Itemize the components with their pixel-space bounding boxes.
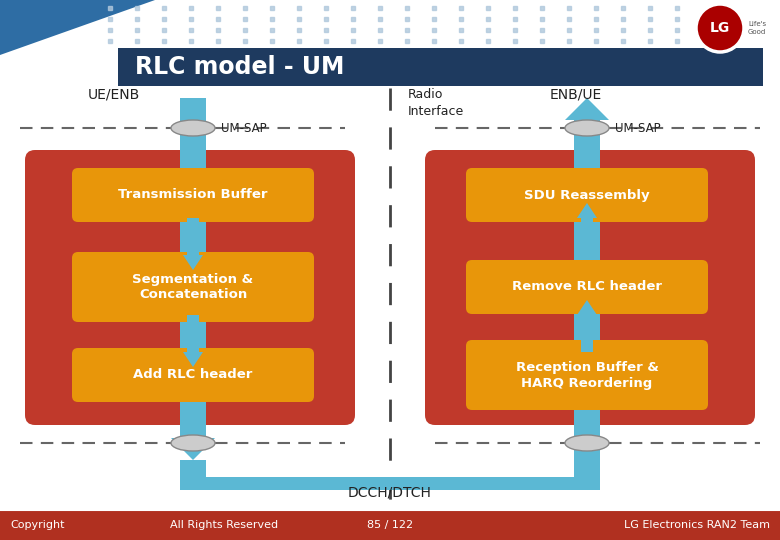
Text: UM-SAP: UM-SAP <box>615 122 661 134</box>
Text: LG: LG <box>710 21 730 35</box>
FancyBboxPatch shape <box>466 340 708 410</box>
Text: All Rights Reserved: All Rights Reserved <box>170 520 278 530</box>
Bar <box>0 510 780 540</box>
Circle shape <box>696 4 744 52</box>
Bar <box>574 460 600 490</box>
Text: Life's
Good: Life's Good <box>748 22 766 35</box>
Bar <box>180 460 206 490</box>
Text: Copyright: Copyright <box>10 520 65 530</box>
Ellipse shape <box>565 120 609 136</box>
Polygon shape <box>0 0 155 55</box>
Text: UE/ENB: UE/ENB <box>88 88 140 102</box>
Text: LG Electronics RAN2 Team: LG Electronics RAN2 Team <box>624 520 770 530</box>
FancyBboxPatch shape <box>72 348 314 402</box>
FancyBboxPatch shape <box>466 168 708 222</box>
FancyBboxPatch shape <box>466 260 708 314</box>
Text: SDU Reassembly: SDU Reassembly <box>524 188 650 201</box>
FancyBboxPatch shape <box>425 150 755 425</box>
Text: 85 / 122: 85 / 122 <box>367 520 413 530</box>
Bar <box>118 48 763 86</box>
FancyBboxPatch shape <box>72 168 314 222</box>
Text: UM-SAP: UM-SAP <box>221 122 267 134</box>
FancyArrow shape <box>577 203 597 255</box>
Text: Remove RLC header: Remove RLC header <box>512 280 662 294</box>
FancyArrow shape <box>171 98 215 460</box>
FancyArrow shape <box>183 218 203 270</box>
Ellipse shape <box>171 435 215 451</box>
Ellipse shape <box>171 120 215 136</box>
Text: Transmission Buffer: Transmission Buffer <box>119 188 268 201</box>
Text: Radio
Interface: Radio Interface <box>408 88 464 118</box>
FancyArrow shape <box>183 315 203 367</box>
FancyArrow shape <box>565 98 609 460</box>
Ellipse shape <box>565 435 609 451</box>
FancyBboxPatch shape <box>72 252 314 322</box>
Text: ENB/UE: ENB/UE <box>550 88 602 102</box>
Text: Reception Buffer &
HARQ Reordering: Reception Buffer & HARQ Reordering <box>516 361 658 389</box>
Text: Add RLC header: Add RLC header <box>133 368 253 381</box>
Text: Segmentation &
Concatenation: Segmentation & Concatenation <box>133 273 254 301</box>
Bar <box>180 477 600 490</box>
FancyBboxPatch shape <box>25 150 355 425</box>
FancyArrow shape <box>577 300 597 352</box>
Text: RLC model - UM: RLC model - UM <box>135 55 345 79</box>
Text: DCCH/DTCH: DCCH/DTCH <box>348 485 432 499</box>
